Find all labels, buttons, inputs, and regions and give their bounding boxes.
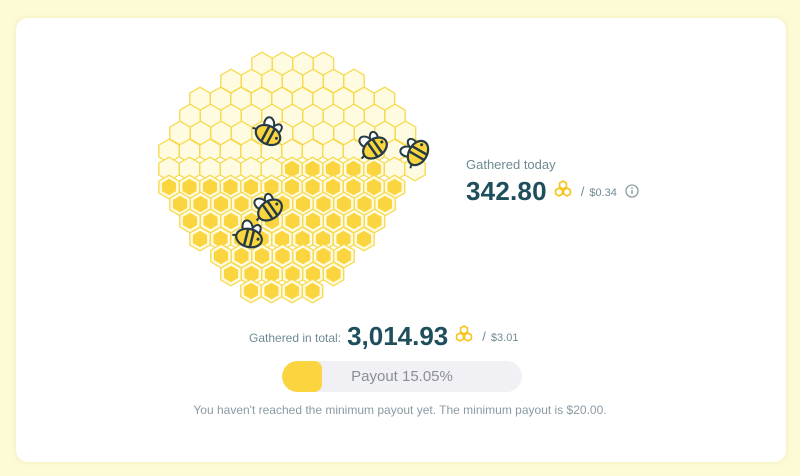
- gathered-today-usd: $0.34: [589, 186, 617, 199]
- honey-cell: [343, 208, 365, 234]
- honey-cell: [240, 174, 262, 200]
- bee-icon: [399, 137, 430, 169]
- bee-icon: [232, 219, 263, 249]
- honey-cell: [230, 243, 253, 269]
- honey-cell: [220, 261, 242, 287]
- payout-progress-bar: Payout 15.05%: [282, 361, 522, 392]
- honey-cell: [209, 226, 232, 252]
- bee-icon: [358, 130, 388, 160]
- gathered-today-label: Gathered today: [466, 157, 556, 172]
- gathered-total-usd: $3.01: [490, 331, 519, 344]
- honey-cell: [333, 243, 355, 269]
- separator-slash: /: [580, 183, 585, 199]
- honey-cell: [322, 261, 345, 287]
- honeycomb-coin-icon: [553, 179, 573, 203]
- info-icon[interactable]: [625, 184, 639, 198]
- honey-cell: [281, 278, 303, 304]
- honey-cell: [333, 191, 355, 217]
- honey-cell: [322, 156, 344, 182]
- honey-cell: [301, 278, 324, 304]
- gathered-total-label: Gathered in total:: [249, 331, 342, 345]
- honey-cell: [189, 226, 211, 252]
- bee-icon: [252, 116, 283, 147]
- separator-slash: /: [482, 328, 486, 344]
- gathered-today-value: 342.80: [466, 175, 547, 206]
- honey-cell: [281, 208, 304, 234]
- honey-cell: [158, 174, 180, 200]
- honey-cell: [199, 174, 221, 200]
- honey-cell: [301, 174, 324, 200]
- bees-layer: [232, 116, 430, 249]
- honey-cell: [240, 278, 262, 304]
- gathered-total-value: 3,014.93: [347, 320, 449, 351]
- honeycomb-grid: [158, 51, 426, 304]
- gathered-total-section: Gathered in total: 3,014.93 / $3.01: [249, 320, 518, 352]
- honey-cell: [322, 174, 344, 200]
- gathered-today-section: Gathered today 342.80 / $0.34: [466, 157, 639, 208]
- payout-progress-fill: [282, 361, 322, 392]
- honeycomb-coin-icon: [454, 324, 474, 348]
- bee-icon: [253, 192, 283, 222]
- honey-cell: [261, 261, 283, 287]
- payout-progress-label: Payout 15.05%: [351, 368, 453, 385]
- honey-cell: [353, 226, 375, 252]
- honey-cell: [260, 278, 283, 304]
- minimum-payout-note: You haven't reached the minimum payout y…: [193, 403, 607, 417]
